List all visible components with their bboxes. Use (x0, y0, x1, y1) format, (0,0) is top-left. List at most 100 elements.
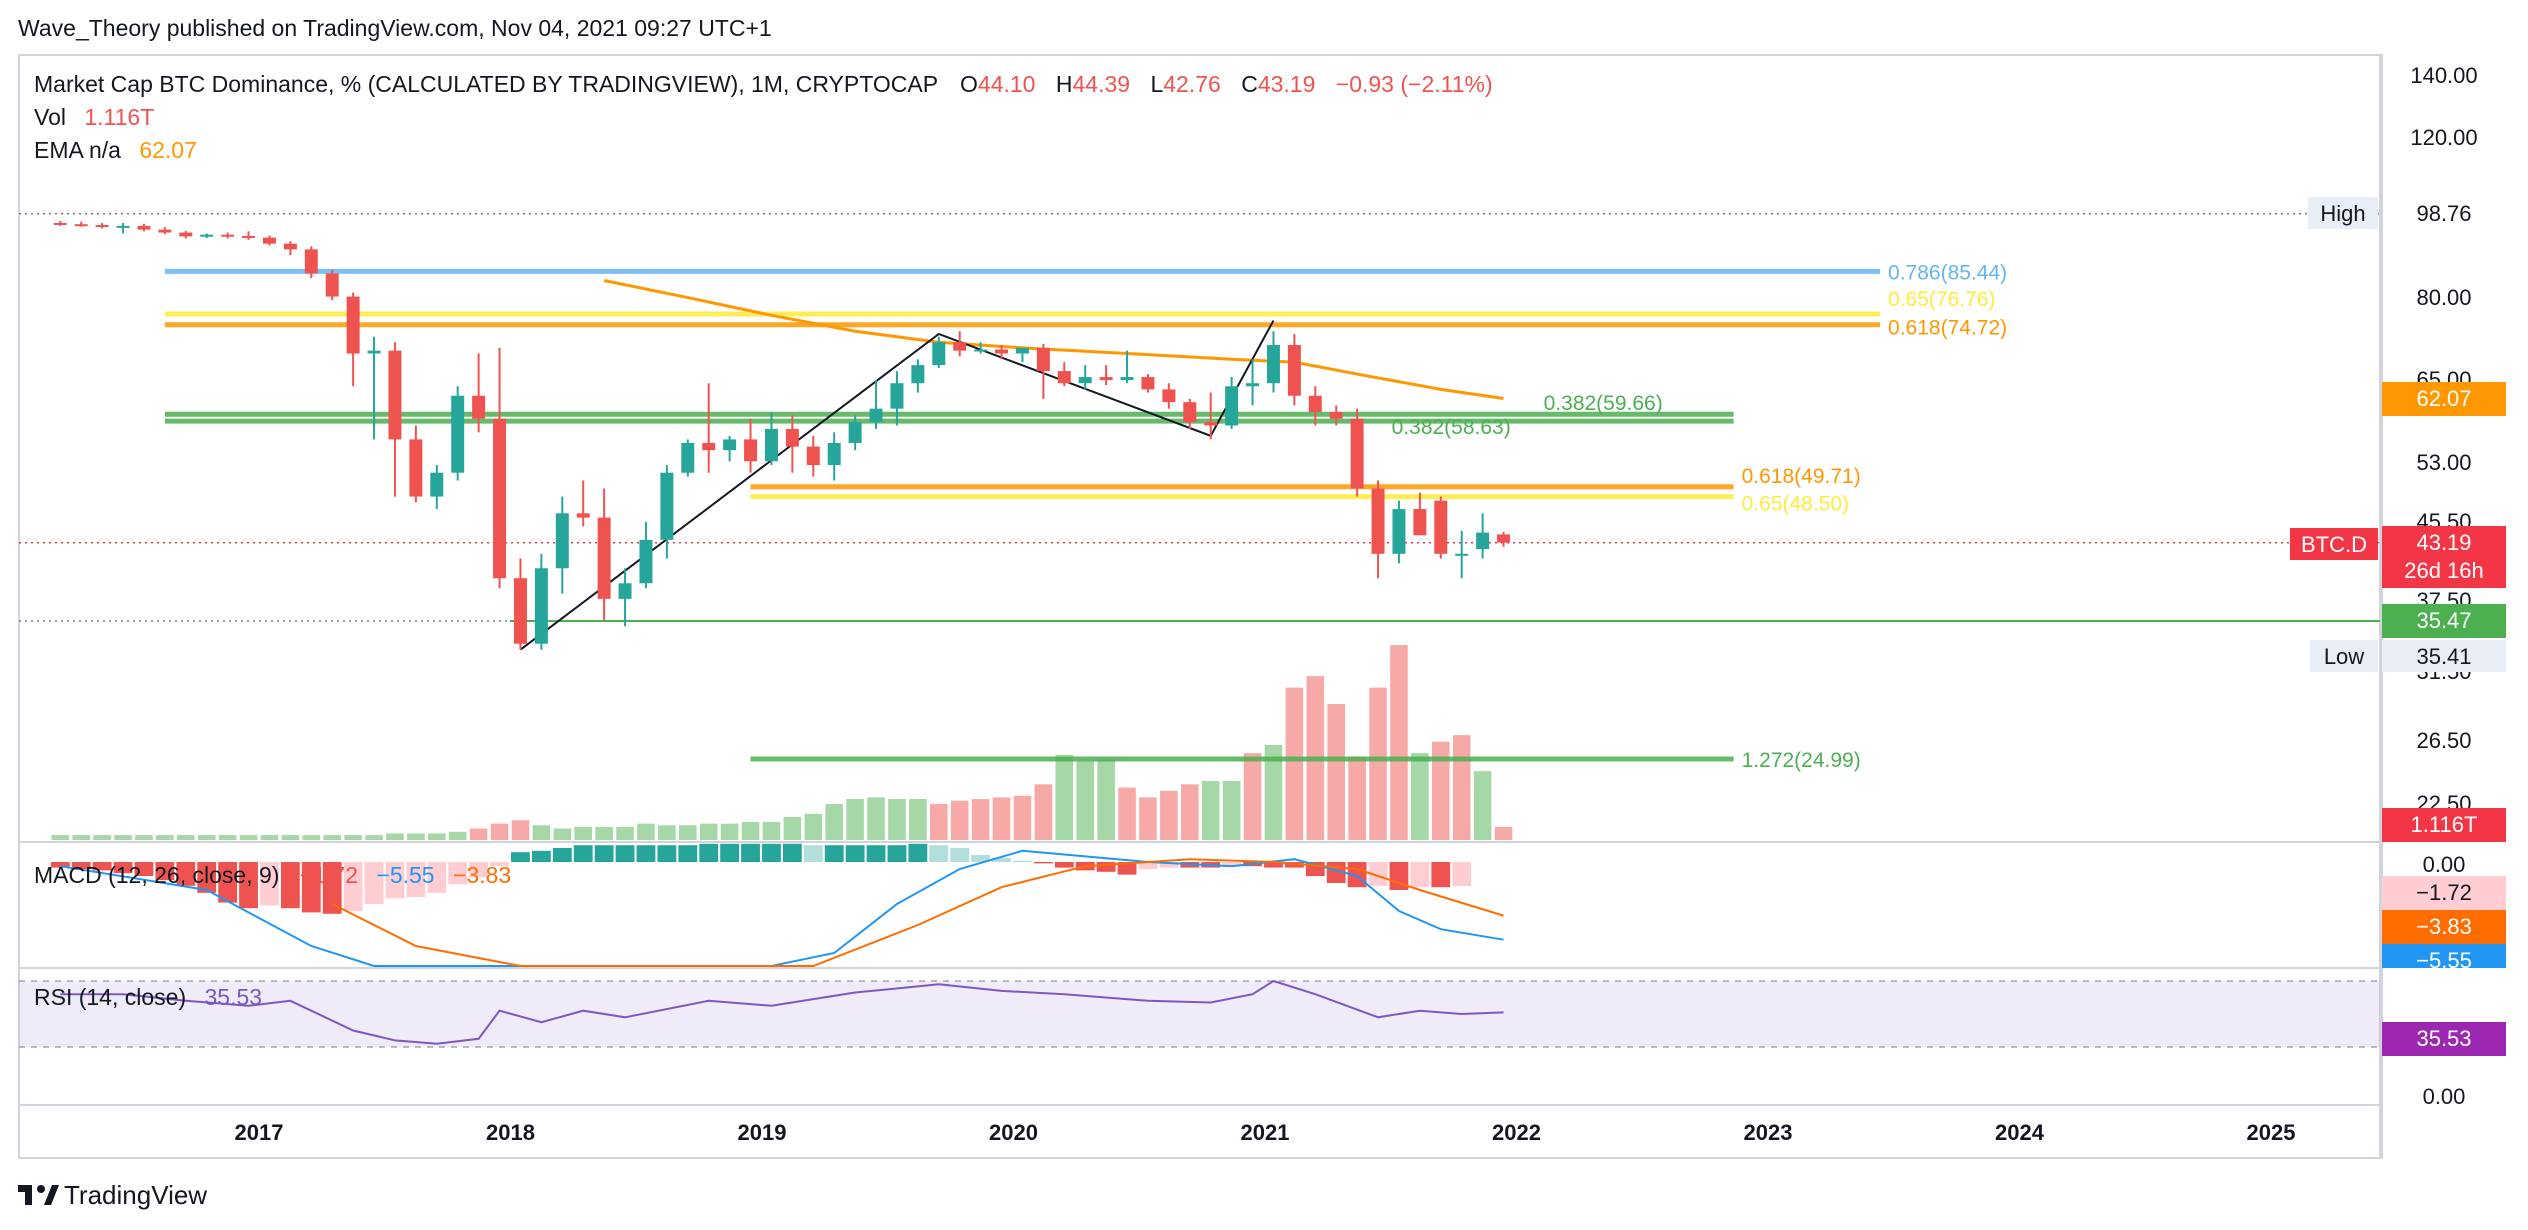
macd-hist-bar (1159, 862, 1179, 868)
x-tick-label: 2023 (1744, 1120, 1793, 1145)
macd-line-value: −5.55 (376, 862, 434, 888)
fib-level-label: 0.786(85.44) (1888, 261, 2007, 284)
candle-body (1015, 347, 1029, 354)
macd-hist-bar (197, 862, 217, 893)
low-value-bg (2382, 640, 2506, 672)
macd-hist-bar (469, 862, 489, 878)
candle-body (639, 539, 653, 584)
tradingview-logo[interactable]: TradingView (18, 1180, 207, 1210)
candle-body (1329, 411, 1343, 419)
macd-hist-badge-text: −1.72 (2416, 880, 2472, 905)
candle-body (681, 442, 695, 473)
support-badge: 35.47 (2382, 604, 2506, 638)
candle-body (493, 418, 507, 579)
volume-bar (1327, 703, 1345, 840)
volume-badge: 1.116T (2382, 808, 2506, 842)
fib-levels: 0.786(85.44) 0.65(76.76) 0.618(74.72) 0.382… (164, 261, 2007, 772)
macd-hist-bar (678, 845, 698, 862)
ema-legend: EMA n/a 62.07 (34, 137, 197, 163)
candle-body (995, 349, 1009, 354)
candle-body (827, 442, 841, 466)
macd-hist-bar (1096, 862, 1116, 872)
volume-bar (365, 835, 383, 840)
macd-hist-bar (71, 862, 91, 869)
candle-body (1078, 377, 1092, 384)
macd-hist-bar (364, 862, 384, 904)
macd-hist-bar (782, 843, 802, 862)
macd-hist-badge: −1.72 (2382, 876, 2506, 910)
candle-body (890, 383, 904, 409)
macd-hist-bar (1368, 862, 1388, 886)
candle-body (158, 229, 172, 233)
open-label: O (960, 71, 978, 97)
series-legend: Market Cap BTC Dominance, % (CALCULATED … (34, 71, 1493, 97)
macd-hist-bar (971, 855, 991, 862)
candle-body (346, 296, 360, 354)
volume-bar (867, 797, 885, 840)
macd-line-badge-text: −5.55 (2416, 948, 2472, 973)
volume-bar (846, 799, 864, 840)
candle-body (1057, 371, 1071, 384)
brand-name: TradingView (64, 1180, 207, 1210)
candle-body (283, 243, 297, 250)
volume-bar (239, 835, 258, 840)
reference-lines (19, 213, 2380, 622)
candle-body (1183, 402, 1197, 423)
macd-hist-value: −1.72 (300, 862, 358, 888)
rsi-axis-zero: 0.00 (2423, 1084, 2466, 1109)
volume-bar (407, 833, 425, 840)
ema-line (603, 279, 1504, 400)
volume-bar (386, 833, 404, 840)
y-tick-label: 80.00 (2416, 285, 2471, 310)
volume-bar (783, 817, 802, 840)
candle-body (1413, 509, 1427, 536)
current-price-badge-bg (2382, 526, 2506, 588)
volume-bar (930, 803, 948, 840)
candle-body (430, 472, 444, 497)
macd-hist-bar (1222, 862, 1242, 867)
macd-hist-bar (615, 845, 635, 862)
macd-hist-badge-bg (2382, 876, 2506, 910)
symbol-tag: BTC.D (2290, 528, 2378, 560)
low-tag: Low 35.41 (2310, 640, 2506, 672)
macd-hist-bar (218, 862, 238, 903)
macd-hist-bar (1264, 862, 1283, 868)
candle-body (388, 350, 402, 440)
macd-hist-bar (824, 845, 844, 862)
volume-bar (741, 821, 760, 840)
macd-hist-bar (134, 862, 154, 876)
current-price-badge-text: 43.19 (2416, 530, 2471, 555)
y-tick-label: 140.00 (2410, 63, 2477, 88)
macd-line-badge-bg (2382, 944, 2506, 968)
volume-bar (1348, 756, 1366, 840)
candle-body (1162, 389, 1176, 403)
high-value: 44.39 (1073, 71, 1131, 97)
macd-axis-zero: 0.00 (2423, 852, 2466, 877)
macd-hist-bar (594, 845, 614, 862)
macd-hist-bar (1033, 862, 1053, 864)
candle-body (325, 273, 339, 297)
macd-hist-bar (1117, 862, 1137, 875)
volume-bar (1411, 753, 1429, 840)
volume-bar (72, 835, 90, 840)
candle-body (451, 395, 465, 473)
candle-body (1204, 422, 1218, 426)
candle-body (262, 237, 276, 244)
trend-lines[interactable] (519, 320, 1275, 651)
volume-bar (595, 826, 613, 840)
candle-body (1099, 377, 1113, 381)
volume-bar (992, 797, 1011, 840)
macd-hist-bar (1452, 862, 1472, 887)
low-value: 42.76 (1163, 71, 1221, 97)
macd-hist-bar (448, 862, 468, 885)
macd-hist-bar (552, 848, 572, 862)
y-tick-label: 26.50 (2416, 728, 2471, 753)
high-tag: High 98.76 (2308, 197, 2472, 229)
candlesticks (53, 220, 1511, 650)
ema-badge-bg (2382, 382, 2506, 416)
fib-level-label: 0.382(59.66) (1544, 392, 1663, 415)
open-value: 44.10 (978, 71, 1036, 97)
wave-trend-line (519, 320, 1275, 651)
macd-hist-bar (260, 862, 279, 906)
